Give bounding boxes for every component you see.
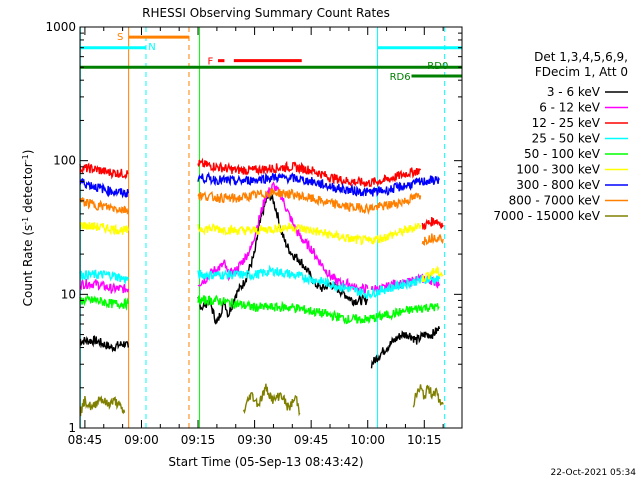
- legend-header-line-1: Det 1,3,4,5,6,9,: [534, 50, 628, 64]
- series-line-0-1: [197, 191, 369, 325]
- legend-label-3: 25 - 50 keV: [532, 132, 601, 146]
- series-line-5-0: [79, 221, 129, 236]
- flag-annotation-0: S: [117, 32, 123, 43]
- legend-header-line-2: FDecim 1, Att 0: [535, 65, 628, 79]
- x-tick-label-1: 09:00: [124, 433, 159, 447]
- x-tick-label-0: 08:45: [68, 433, 103, 447]
- legend-label-0: 3 - 6 keV: [547, 85, 601, 99]
- flag-annotation-3: RD0: [427, 61, 448, 72]
- series-line-2-0: [79, 162, 129, 180]
- x-tick-label-6: 10:15: [407, 433, 442, 447]
- series-line-8-2: [412, 384, 444, 408]
- y-tick-label-3: 1000: [45, 20, 76, 34]
- series-line-2-1: [197, 157, 422, 188]
- series-line-6-1: [197, 171, 441, 197]
- series-line-0-0: [79, 335, 129, 353]
- flags-layer: S N F RD0 RD6: [80, 32, 462, 83]
- series-line-5-2: [421, 265, 444, 283]
- legend-label-6: 300 - 800 keV: [516, 178, 600, 192]
- series-layer: [79, 27, 446, 428]
- x-axis-label: Start Time (05-Sep-13 08:43:42): [168, 455, 363, 469]
- plot-frame: [79, 26, 463, 429]
- series-line-7-0: [79, 197, 129, 215]
- x-tick-label-4: 09:45: [294, 433, 329, 447]
- y-tick-label-0: 1: [68, 421, 76, 435]
- series-line-1-1: [197, 181, 369, 295]
- legend-label-1: 6 - 12 keV: [539, 101, 601, 115]
- chart-title: RHESSI Observing Summary Count Rates: [142, 6, 390, 20]
- x-tick-label-5: 10:00: [350, 433, 385, 447]
- flag-annotation-2: F: [207, 57, 213, 68]
- footer-date-stamp: 22-Oct-2021 05:34: [551, 468, 637, 478]
- legend-label-4: 50 - 100 keV: [524, 147, 601, 161]
- series-line-1-0: [79, 278, 129, 294]
- series-line-5-1: [197, 222, 422, 246]
- y-axis-label: Count Rate (s-1 detector-1): [21, 150, 36, 307]
- x-tick-label-3: 09:30: [237, 433, 272, 447]
- legend-label-2: 12 - 25 keV: [532, 116, 601, 130]
- flag-annotation-4: RD6: [390, 72, 411, 83]
- y-tick-label-1: 10: [61, 287, 76, 301]
- flag-annotation-1: N: [148, 42, 155, 53]
- series-line-3-1: [197, 264, 441, 300]
- series-line-7-1: [197, 187, 422, 215]
- series-line-4-1: [197, 294, 440, 325]
- series-line-7-2: [421, 233, 444, 246]
- legend-label-5: 100 - 300 keV: [516, 163, 600, 177]
- series-line-8-0: [79, 395, 126, 417]
- y-tick-label-2: 100: [53, 154, 76, 168]
- series-line-0-2: [370, 326, 441, 369]
- x-tick-label-2: 09:15: [181, 433, 216, 447]
- legend-label-8: 7000 - 15000 keV: [493, 209, 600, 223]
- axes-layer: 1 10 100 1000 08:45 09:00 09:15 09:30 09:45 10:00…: [45, 20, 462, 447]
- series-line-4-0: [79, 294, 129, 312]
- series-line-2-2: [421, 216, 444, 231]
- series-line-3-0: [79, 269, 129, 286]
- legend-label-7: 800 - 7000 keV: [509, 194, 601, 208]
- legend: Det 1,3,4,5,6,9, FDecim 1, Att 0 3 - 6 k…: [493, 50, 628, 223]
- series-line-6-0: [79, 178, 129, 199]
- series-line-8-1: [242, 383, 301, 417]
